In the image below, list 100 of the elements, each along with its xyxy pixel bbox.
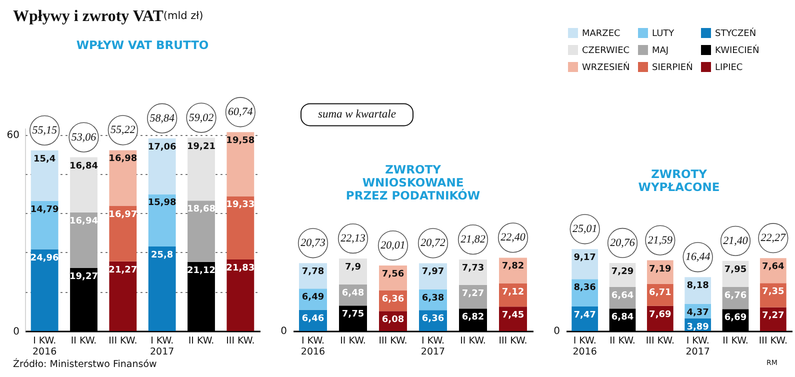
bar [226, 196, 254, 260]
total-label: 21,59 [648, 234, 674, 246]
data-label: 6,64 [611, 290, 634, 301]
x-tick-label: III KW. [646, 336, 674, 346]
data-label: 7,47 [574, 310, 596, 321]
data-label: 6,84 [611, 312, 634, 323]
x-tick-label: I KW. 2017 [150, 336, 174, 358]
bar [30, 249, 58, 331]
legend-label: STYCZEŃ [715, 27, 756, 39]
data-label: 16,97 [108, 210, 138, 220]
bar [459, 260, 487, 285]
data-label: 9,17 [574, 253, 596, 264]
bar [148, 246, 176, 331]
data-label: 6,08 [382, 315, 404, 326]
x-tick-label: III KW. [498, 336, 528, 346]
data-label: 7,45 [502, 310, 524, 321]
x-tick-label: I KW. 2016 [572, 336, 597, 358]
total-label: 16,44 [685, 251, 711, 264]
x-tick-label: I KW. 2017 [686, 336, 710, 358]
bar [109, 261, 137, 331]
data-label: 21,83 [226, 264, 255, 274]
data-label: 21,27 [108, 265, 138, 276]
bar [760, 307, 786, 331]
chart-title: ZWROTY WNIOSKOWANE PRZEZ PODATNIKÓW [346, 162, 480, 203]
total-label: 21,82 [460, 234, 486, 246]
data-label: 6,48 [342, 288, 364, 298]
data-label: 6,76 [724, 290, 747, 301]
data-label: 19,33 [226, 200, 255, 210]
data-label: 7,27 [462, 288, 484, 299]
data-label: 7,35 [762, 287, 784, 298]
x-tick-label: III KW. [378, 336, 408, 346]
total-label: 55,22 [110, 124, 136, 136]
data-label: 17,06 [148, 142, 176, 152]
data-label: 6,82 [462, 312, 484, 323]
data-label: 7,82 [502, 262, 524, 272]
data-label: 7,69 [649, 310, 672, 320]
data-label: 19,58 [226, 136, 255, 146]
data-label: 7,78 [302, 267, 324, 278]
text: Źródło: Ministerstwo Finansów [13, 358, 158, 370]
total-label: 60,74 [228, 106, 254, 118]
data-label: 7,9 [345, 262, 361, 273]
data-label: 6,36 [382, 294, 404, 304]
data-label: 7,95 [724, 264, 747, 275]
data-label: 7,56 [382, 270, 404, 280]
x-tick-label: II KW. [70, 336, 97, 346]
data-label: 19,21 [187, 142, 216, 152]
data-label: 6,69 [724, 313, 747, 324]
legend-label: LUTY [652, 29, 675, 39]
legend-label: MARZEC [582, 29, 620, 39]
x-tick-label: III KW. [226, 336, 255, 346]
total-label: 25,01 [572, 223, 598, 236]
bar [572, 249, 598, 280]
total-label: 20,01 [380, 240, 406, 252]
data-label: 25,8 [150, 250, 174, 261]
total-label: 20,76 [610, 236, 636, 249]
data-label: 6,36 [422, 314, 444, 324]
total-label: 20,72 [420, 237, 446, 250]
x-tick-label: II KW. [188, 336, 214, 346]
x-tick-label: II KW. [340, 336, 366, 346]
chart-title: ZWROTY WYPŁACONE [638, 167, 720, 194]
data-label: 21,12 [187, 266, 216, 276]
bar [572, 306, 598, 331]
data-label: 24,96 [30, 253, 59, 264]
bar [226, 260, 254, 331]
data-label: 7,97 [422, 267, 444, 278]
data-label: 7,75 [342, 310, 364, 320]
chart-title: Wpływy i zwroty VAT [13, 8, 164, 25]
bar [419, 263, 447, 290]
bar [226, 132, 254, 196]
chart-subtitle: (mld zł) [163, 10, 204, 22]
data-label: 16,94 [70, 216, 98, 226]
bar [148, 138, 176, 194]
bar [70, 212, 98, 268]
legend-label: MAJ [652, 46, 669, 56]
total-label: 22,13 [340, 232, 366, 245]
total-label: 55,15 [32, 124, 58, 136]
x-tick-label: II KW. [610, 336, 636, 346]
bar [30, 200, 58, 250]
total-label: 22,27 [760, 232, 786, 244]
bar [188, 200, 215, 262]
data-label: 6,49 [302, 292, 324, 303]
y-tick-label: 60 [6, 130, 20, 142]
data-label: 6,46 [302, 314, 324, 324]
total-label: 20,73 [300, 237, 326, 250]
legend-label: KWIECIEŃ [715, 44, 760, 56]
bar [70, 157, 98, 212]
text: WPŁYW VAT BRUTTO [76, 38, 209, 52]
legend-label: SIERPIEŃ [652, 61, 693, 73]
data-label: 7,64 [762, 262, 784, 272]
bar [499, 258, 527, 284]
text: 0 [280, 326, 287, 337]
data-label: 7,29 [611, 266, 634, 277]
data-label: 15,98 [148, 198, 176, 208]
bar [30, 150, 58, 201]
bar [339, 258, 367, 284]
x-tick-label: I KW. 2016 [300, 336, 326, 358]
data-label: 8,36 [574, 283, 596, 294]
legend-label: WRZESIEŃ [582, 61, 630, 73]
text: suma w kwartale [318, 108, 396, 121]
x-tick-label: II KW. [460, 336, 486, 346]
